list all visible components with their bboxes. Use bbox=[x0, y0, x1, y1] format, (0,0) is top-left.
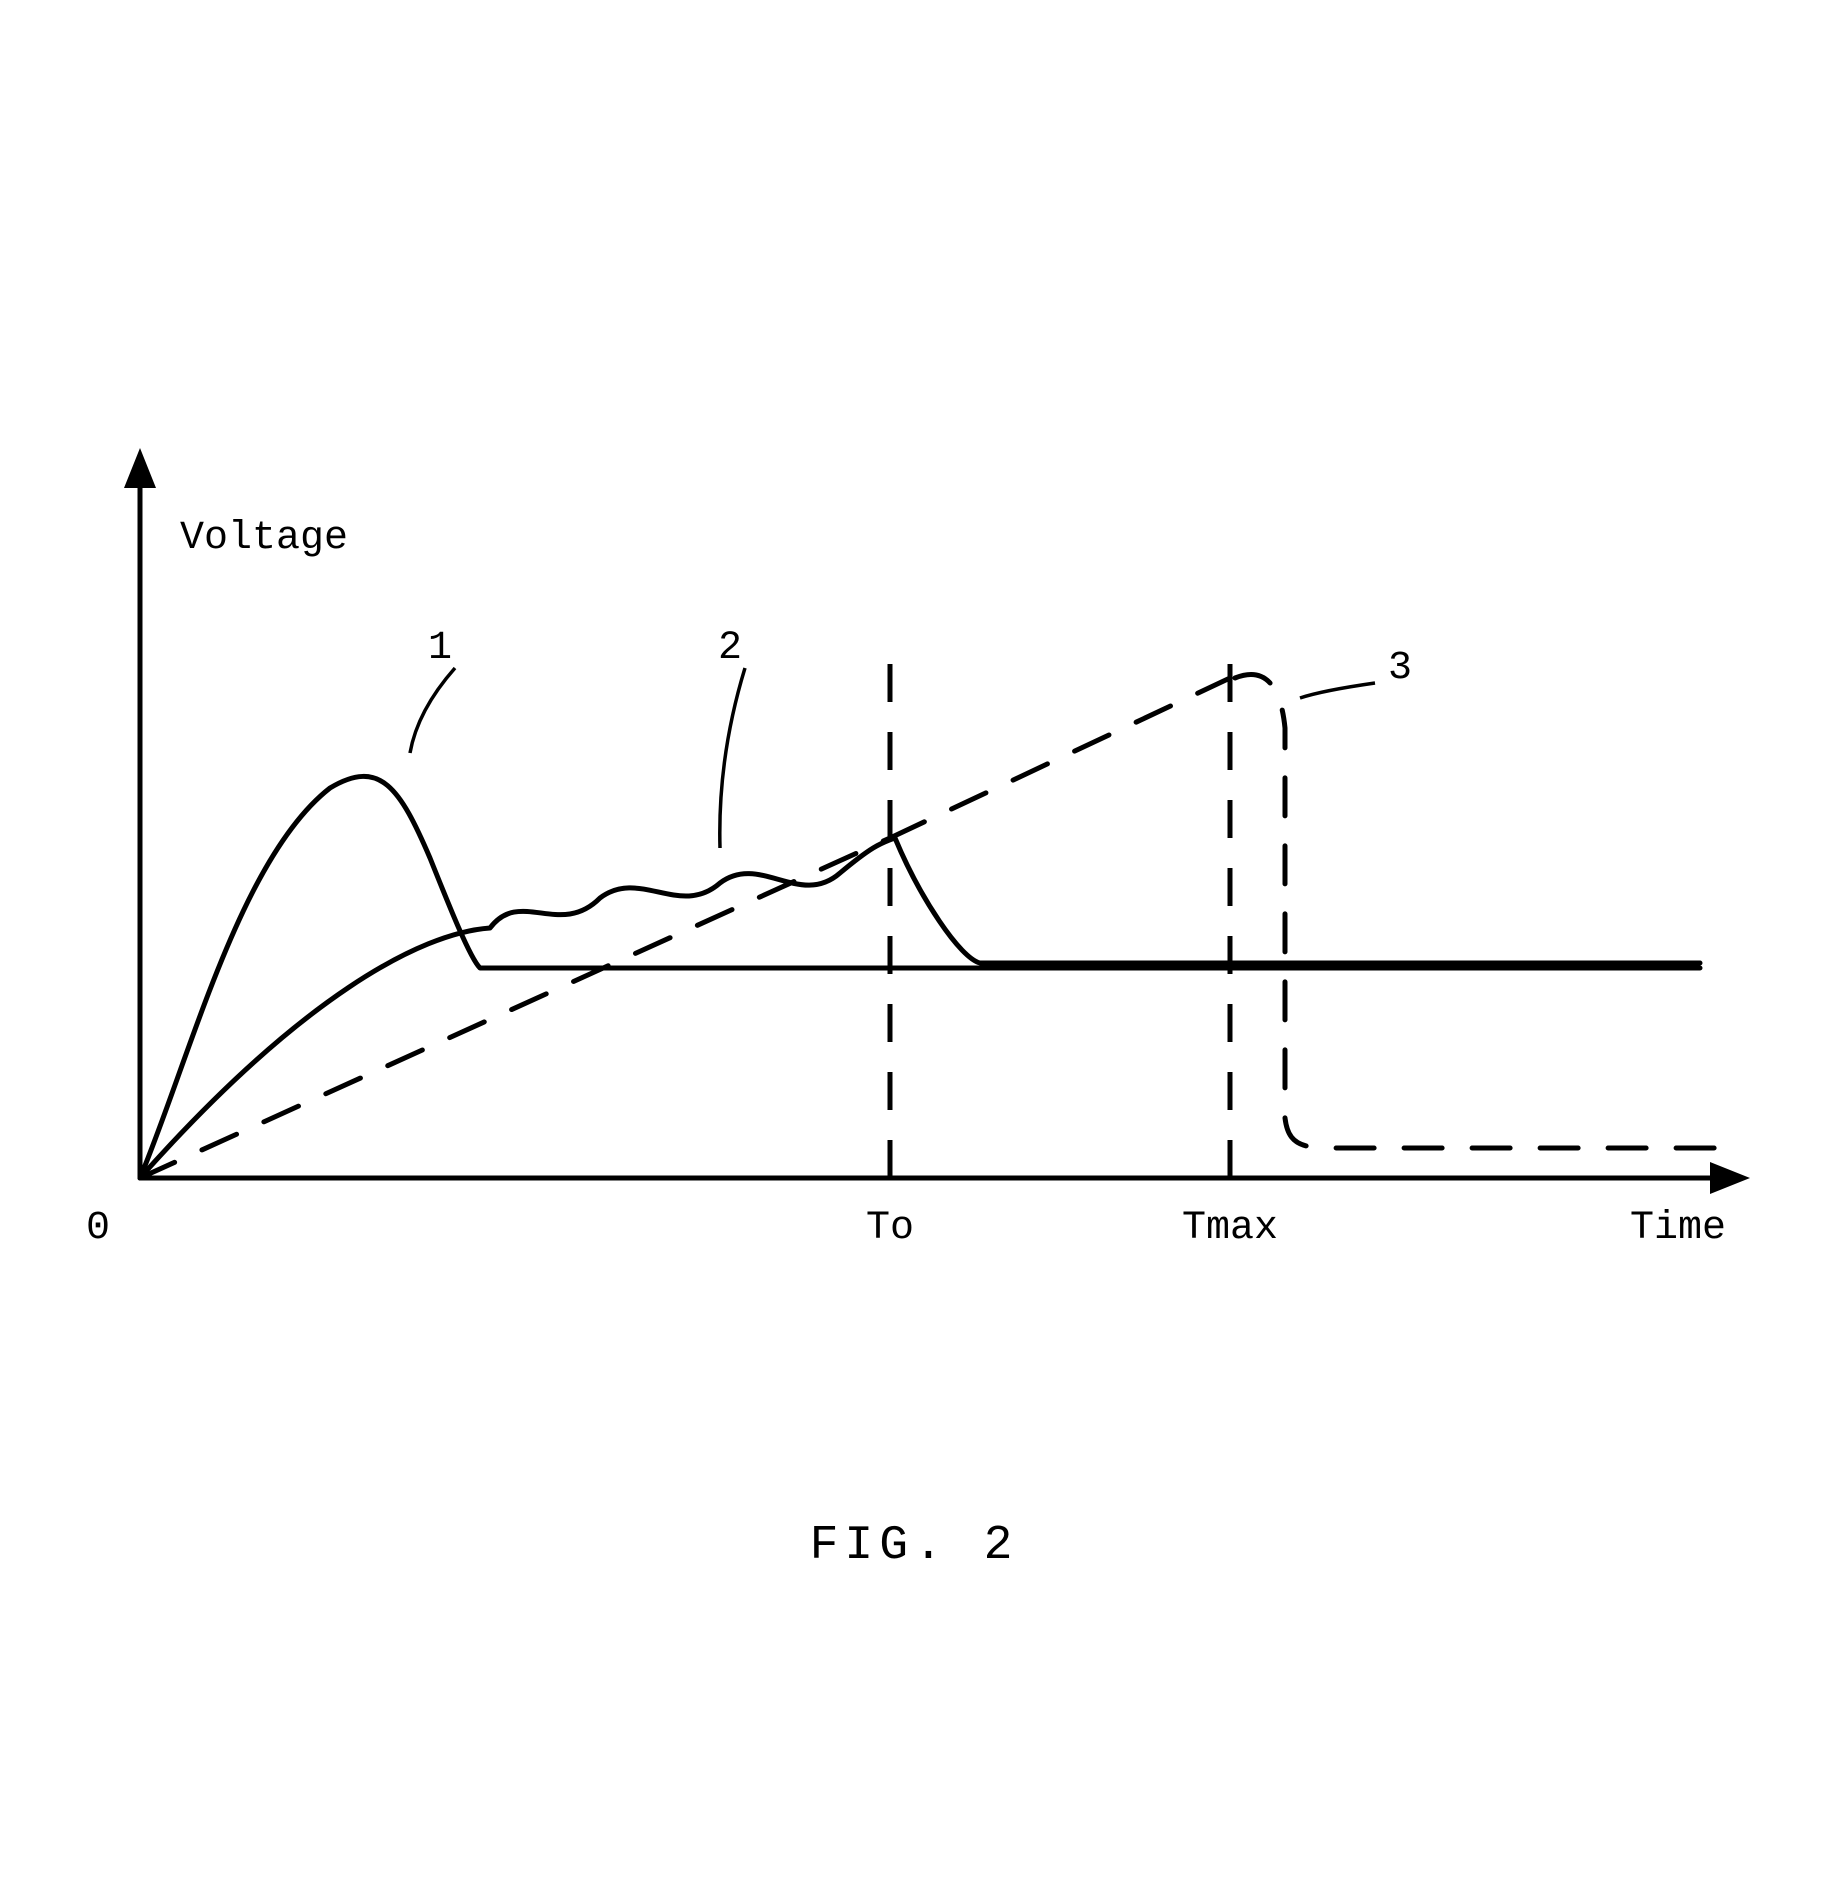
x-tick-label-1: Tmax bbox=[1182, 1206, 1278, 1251]
curve-3 bbox=[1235, 674, 1720, 1147]
curve-3 bbox=[890, 678, 1230, 838]
curve-1-label: 1 bbox=[428, 626, 452, 671]
x-axis-label: Time bbox=[1630, 1206, 1726, 1251]
x-tick-label-0: To bbox=[866, 1206, 914, 1251]
y-axis-label: Voltage bbox=[180, 516, 348, 561]
curve-2-leader bbox=[720, 668, 745, 848]
origin-label: 0 bbox=[86, 1206, 110, 1251]
curve-2-label: 2 bbox=[718, 626, 742, 671]
figure-caption: FIG. 2 bbox=[810, 1519, 1019, 1573]
curve-3-label: 3 bbox=[1388, 646, 1412, 691]
curve-3-leader bbox=[1300, 683, 1375, 698]
curve-1 bbox=[140, 776, 1700, 1178]
curve-2 bbox=[140, 838, 1700, 1178]
figure-2: Voltage Time 0 To Tmax 1 2 3 FIG. 2 bbox=[0, 0, 1828, 1883]
curve-1-leader bbox=[410, 668, 455, 753]
chart-svg: Voltage Time 0 To Tmax 1 2 3 FIG. 2 bbox=[0, 0, 1828, 1878]
